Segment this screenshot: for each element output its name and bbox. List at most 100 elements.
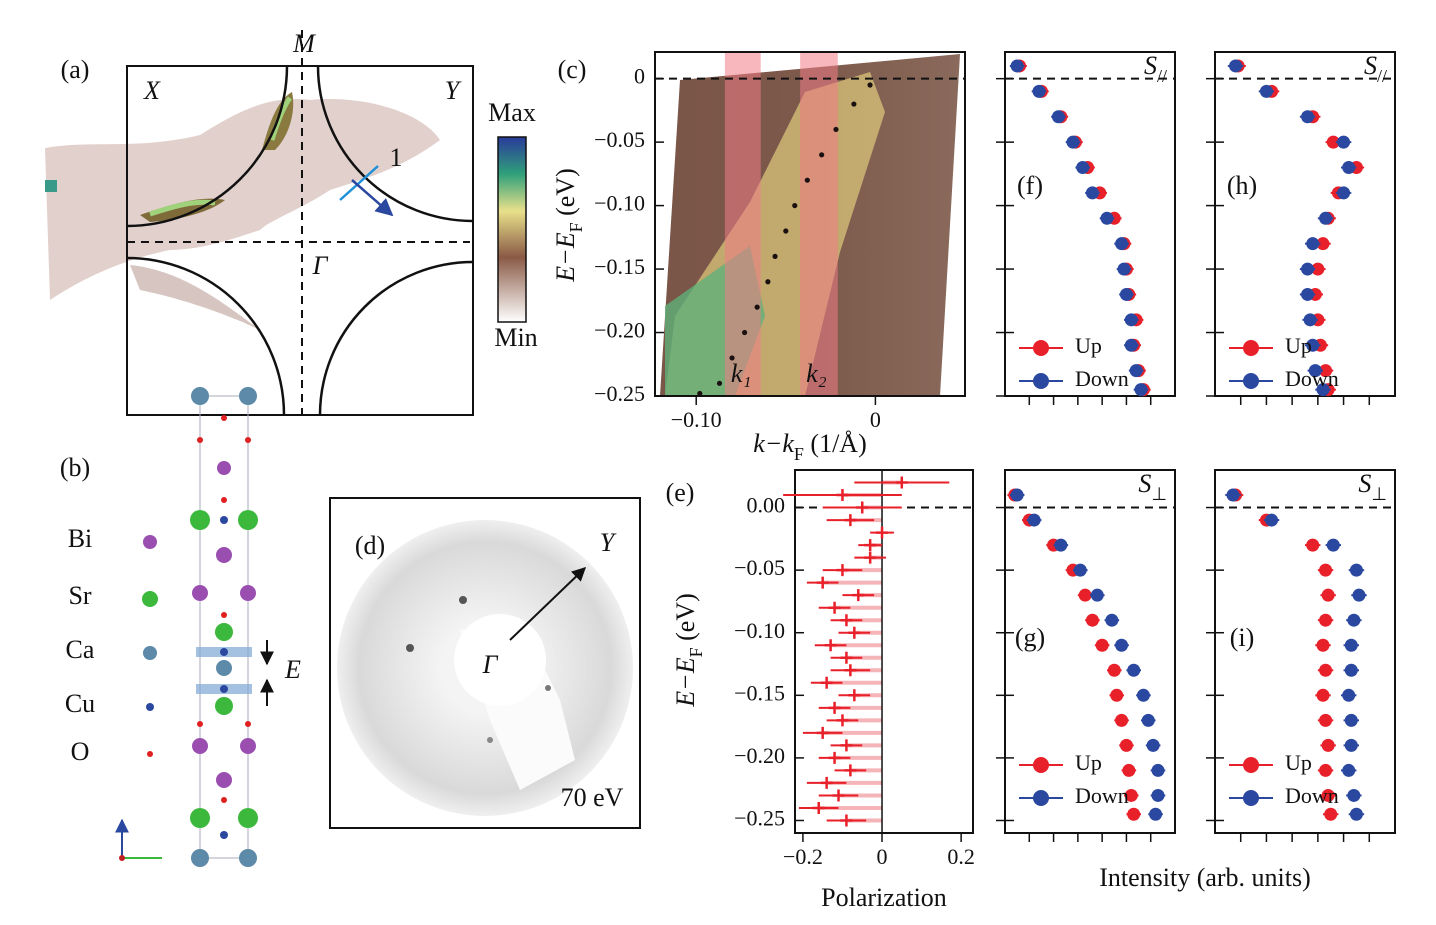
element-label: Ca	[66, 635, 95, 664]
legend-swatch	[1033, 757, 1049, 773]
data-point	[1226, 488, 1240, 502]
data-point	[1319, 663, 1333, 677]
x-axis-label: Polarization	[821, 883, 947, 912]
data-point	[828, 601, 841, 614]
x-tick-label: −0.2	[783, 844, 823, 869]
data-point	[1115, 237, 1129, 251]
point-label: X	[143, 76, 161, 105]
plot-frame	[654, 51, 966, 397]
legend-swatch	[1243, 373, 1259, 389]
data-point	[1311, 262, 1325, 276]
legend-label: Down	[1285, 783, 1339, 808]
fermi-arc	[126, 65, 289, 228]
fermi-arc	[318, 260, 474, 416]
data-point	[840, 614, 853, 627]
point-label: Γ	[482, 650, 499, 679]
y-tick-label: 0	[634, 64, 645, 89]
data-point	[820, 776, 833, 789]
y-axis-label-part: E−E	[671, 657, 700, 707]
data-point	[1337, 186, 1351, 200]
panel-label: (g)	[1015, 623, 1045, 652]
unit-cell	[199, 395, 249, 859]
x-axis-label: k−kF (1/Å)	[753, 429, 866, 464]
y-tick-label: −0.05	[594, 127, 645, 152]
data-point	[1319, 613, 1333, 627]
legend-swatch	[1033, 373, 1049, 389]
data-point	[1326, 538, 1340, 552]
crystal-structure: (b) Bi Sr Ca Cu O	[60, 387, 301, 867]
y-axis-label-part: (eV)	[551, 168, 580, 222]
data-point	[864, 551, 877, 564]
panel-title-part: ⊥	[1151, 484, 1167, 504]
y-axis-label: E−EF (eV)	[551, 168, 586, 282]
data-point	[1115, 638, 1129, 652]
leed-arrow	[509, 567, 587, 641]
data-point	[1085, 613, 1099, 627]
panel: k₁ k₂ 0 −0.05 −0.10 −0.15 −0.20 −0.25 −0.10 0 (c)	[558, 51, 966, 432]
data-point	[1127, 663, 1141, 677]
data-point	[1321, 788, 1335, 802]
panel-title: S//	[1364, 51, 1387, 86]
peak-point	[697, 390, 703, 397]
data-point	[1119, 738, 1133, 752]
data-point	[1259, 84, 1273, 98]
data-point	[812, 801, 825, 814]
colorbar	[497, 136, 527, 323]
y-axis-label-part: E−E	[551, 232, 580, 282]
data-point	[836, 714, 849, 727]
data-point	[1107, 663, 1121, 677]
data-point	[820, 676, 833, 689]
plot-frame	[1214, 469, 1396, 834]
point-label: Y	[445, 76, 462, 105]
data-point	[1076, 161, 1090, 175]
element-label: Bi	[68, 524, 93, 553]
data-point	[1344, 638, 1358, 652]
cut-line	[339, 165, 379, 201]
data-point	[852, 589, 865, 602]
x-tick-label: 0	[877, 844, 888, 869]
point-label: M	[292, 29, 316, 58]
fermi-map: (a) X Y M Γ 1 Max Min	[45, 29, 538, 416]
panel: Up Down (h)	[1206, 51, 1396, 405]
peak-point	[804, 177, 810, 183]
leed-pattern: (d) Y Γ 70 eV	[329, 497, 641, 829]
data-point	[1124, 338, 1138, 352]
panel-label: (a)	[61, 55, 90, 84]
panel-label: (c)	[558, 55, 587, 84]
panel-title-part: S	[1144, 51, 1157, 80]
leed-spot	[459, 596, 467, 604]
peak-point	[851, 101, 857, 107]
y-tick-label: −0.25	[594, 381, 645, 406]
leed-gun	[454, 614, 546, 706]
data-point	[1146, 738, 1160, 752]
data-point	[1136, 688, 1150, 702]
point-label: Y	[600, 528, 617, 557]
data-point	[1085, 186, 1099, 200]
y-tick-label: −0.20	[594, 318, 645, 343]
data-point	[1344, 713, 1358, 727]
data-point	[844, 514, 857, 527]
data-point	[1347, 613, 1361, 627]
panel-title-part: //	[1157, 66, 1167, 86]
data-point	[1321, 738, 1335, 752]
atom	[142, 591, 158, 607]
x-axis-label-part: (1/Å)	[804, 429, 867, 458]
data-point	[1010, 488, 1024, 502]
plot-frame	[1004, 51, 1176, 397]
data-point	[1134, 383, 1148, 397]
panel-title-part: S	[1138, 469, 1151, 498]
map-hotspot	[45, 180, 57, 192]
data-point	[1151, 788, 1165, 802]
panel: 0.00−0.05−0.10−0.15−0.20−0.25−0.2 0 0.2(e)	[666, 469, 975, 869]
data-point	[824, 639, 837, 652]
data-point	[844, 664, 857, 677]
colorbar-label: Min	[494, 323, 537, 352]
legend-label: Up	[1075, 750, 1102, 775]
legend-label: Down	[1075, 783, 1129, 808]
legend-swatch	[1243, 757, 1259, 773]
energy-label: 70 eV	[561, 783, 624, 812]
data-point	[1129, 364, 1143, 378]
point-label: Γ	[312, 251, 329, 280]
panel-label: (e)	[666, 478, 695, 507]
